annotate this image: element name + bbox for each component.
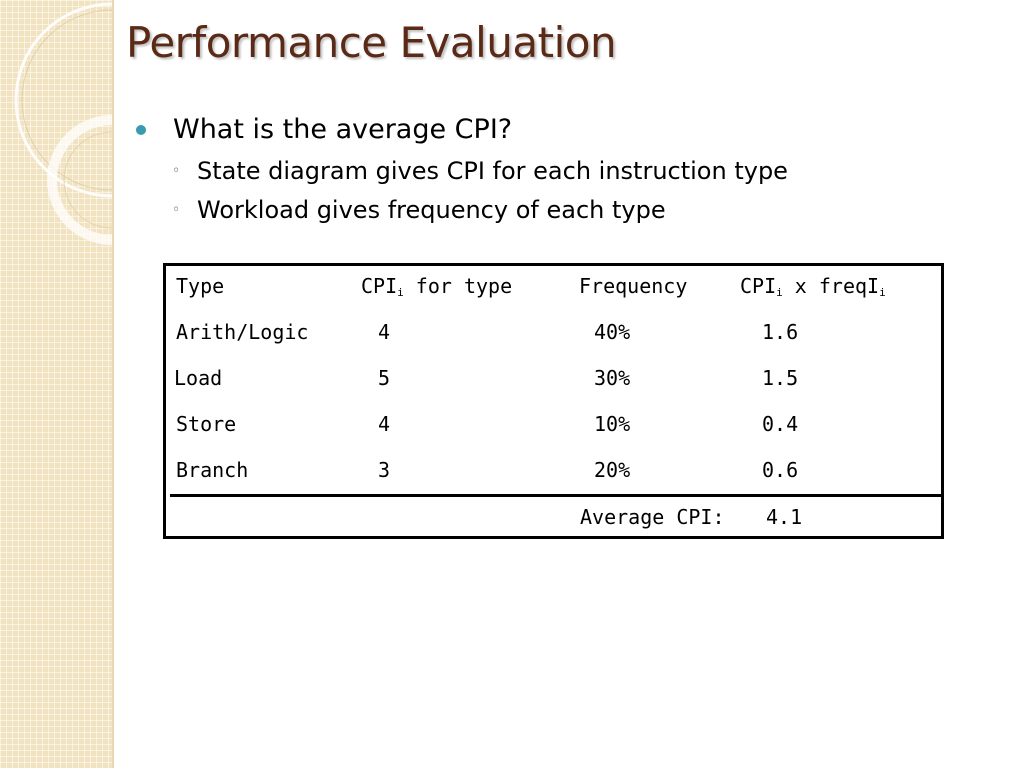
- header-product-mid: x freqI: [782, 274, 880, 298]
- sub-bullet-2-text: Workload gives frequency of each type: [197, 196, 666, 224]
- header-cpi-suffix: for type: [403, 274, 513, 298]
- row-frequency: 40%: [594, 320, 631, 344]
- row-type: Branch: [176, 458, 249, 482]
- header-frequency: Frequency: [579, 274, 688, 298]
- header-product-sub2: i: [879, 286, 886, 299]
- bullet-main: What is the average CPI?: [136, 114, 512, 145]
- row-frequency: 10%: [594, 412, 631, 436]
- header-product-prefix: CPI: [740, 274, 777, 298]
- row-frequency: 20%: [594, 458, 631, 482]
- decorative-side-strip: [0, 0, 114, 768]
- ring-bullet-icon: ◦: [172, 163, 181, 179]
- sub-bullet-1: ◦ State diagram gives CPI for each instr…: [172, 157, 788, 185]
- header-cpi: CPIi for type: [361, 274, 512, 299]
- row-type: Store: [176, 412, 237, 436]
- row-type: Arith/Logic: [176, 320, 309, 344]
- average-cpi-value: 4.1: [766, 505, 803, 529]
- row-cpi: 4: [378, 412, 391, 436]
- average-cpi-label: Average CPI:: [580, 505, 725, 529]
- bullet-dot-icon: [136, 124, 146, 135]
- bullet-main-text: What is the average CPI?: [173, 114, 513, 145]
- header-cpi-prefix: CPI: [361, 274, 398, 298]
- decorative-circles: [14, 2, 112, 245]
- row-frequency: 30%: [594, 366, 631, 390]
- row-type: Load: [174, 366, 223, 390]
- row-product: 1.5: [762, 366, 799, 390]
- header-product-sub1: i: [776, 286, 783, 299]
- sub-bullet-2: ◦ Workload gives frequency of each type: [172, 196, 666, 224]
- row-cpi: 4: [378, 320, 391, 344]
- cpi-table: Type CPIi for type Frequency CPIi x freq…: [163, 263, 944, 539]
- row-cpi: 3: [378, 458, 391, 482]
- table-divider: [170, 494, 941, 497]
- header-product: CPIi x freqIi: [740, 274, 886, 299]
- header-cpi-sub: i: [397, 286, 404, 299]
- sub-bullet-1-text: State diagram gives CPI for each instruc…: [197, 157, 788, 185]
- row-product: 1.6: [762, 320, 799, 344]
- ring-bullet-icon: ◦: [172, 202, 181, 218]
- header-type: Type: [176, 274, 225, 298]
- row-cpi: 5: [378, 366, 391, 390]
- slide-title: Performance Evaluation: [126, 18, 617, 67]
- row-product: 0.4: [762, 412, 799, 436]
- row-product: 0.6: [762, 458, 799, 482]
